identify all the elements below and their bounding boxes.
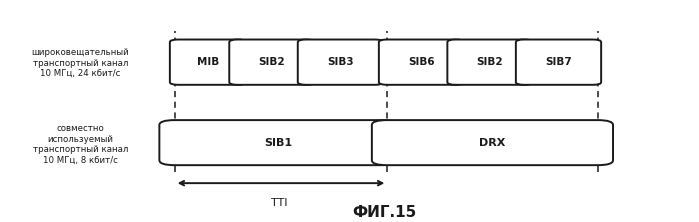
FancyBboxPatch shape xyxy=(516,40,601,85)
Text: SIB3: SIB3 xyxy=(327,57,354,67)
FancyBboxPatch shape xyxy=(372,120,613,165)
Text: SIB2: SIB2 xyxy=(477,57,503,67)
FancyBboxPatch shape xyxy=(298,40,383,85)
Text: совместно
используемый
транспортный канал
10 МГц, 8 кбит/с: совместно используемый транспортный кана… xyxy=(33,124,128,165)
Text: SIB6: SIB6 xyxy=(408,57,435,67)
Text: ФИГ.15: ФИГ.15 xyxy=(352,205,417,220)
Text: MIB: MIB xyxy=(197,57,219,67)
Text: широковещательный
транспортный канал
10 МГц, 24 кбит/с: широковещательный транспортный канал 10 … xyxy=(31,48,129,78)
Text: SIB7: SIB7 xyxy=(545,57,572,67)
FancyBboxPatch shape xyxy=(159,120,396,165)
Text: SIB1: SIB1 xyxy=(264,138,292,148)
FancyBboxPatch shape xyxy=(447,40,533,85)
Text: DRX: DRX xyxy=(480,138,505,148)
FancyBboxPatch shape xyxy=(379,40,464,85)
Text: SIB2: SIB2 xyxy=(259,57,285,67)
FancyBboxPatch shape xyxy=(229,40,315,85)
Text: TTI: TTI xyxy=(271,198,288,208)
FancyBboxPatch shape xyxy=(170,40,246,85)
